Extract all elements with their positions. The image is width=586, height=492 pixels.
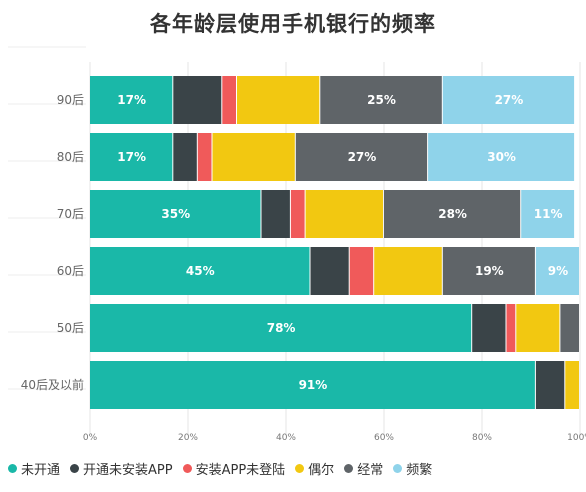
x-tick-label: 60% <box>374 433 394 443</box>
legend-item: 频繁 <box>393 459 432 478</box>
data-label: 19% <box>475 264 504 278</box>
legend-label: 未开通 <box>21 462 61 478</box>
legend-item: 偶尔 <box>295 459 334 478</box>
bar-segment <box>442 76 575 124</box>
x-tick-label: 80% <box>472 433 492 443</box>
category-label: 40后及以前 <box>21 377 84 392</box>
data-label: 17% <box>117 93 146 107</box>
bar-segment <box>290 190 305 238</box>
category-label: 50后 <box>57 321 84 335</box>
data-label: 78% <box>267 321 296 335</box>
bar-segment <box>90 304 472 352</box>
x-tick-label: 20% <box>178 433 198 443</box>
data-label: 9% <box>548 264 568 278</box>
chart-legend: 未开通 开通未安装APP 安装APP未登陆 偶尔 经常 频繁 <box>8 458 586 478</box>
data-label: 28% <box>438 207 467 221</box>
category-label: 60后 <box>57 264 84 278</box>
data-label: 25% <box>367 93 396 107</box>
bar-segment <box>320 76 442 124</box>
legend-label: 经常 <box>357 462 384 478</box>
bar-segment <box>535 247 579 295</box>
chart-title: 各年龄层使用手机银行的频率 <box>150 12 436 36</box>
bar-segment <box>310 247 349 295</box>
bar-segment <box>90 190 261 238</box>
bar-segment <box>521 190 575 238</box>
data-label: 91% <box>299 378 328 392</box>
bar-segment <box>472 304 506 352</box>
legend-swatch <box>344 463 354 473</box>
bar-segment <box>384 190 521 238</box>
data-label: 27% <box>348 150 377 164</box>
category-label: 70后 <box>57 207 84 221</box>
legend-swatch <box>8 463 17 473</box>
legend-label: 偶尔 <box>308 462 335 478</box>
bar-segment <box>374 247 442 295</box>
legend-item: 开通未安装APP <box>70 459 173 478</box>
data-label: 27% <box>495 93 524 107</box>
data-label: 45% <box>186 264 215 278</box>
bar-segment <box>506 304 516 352</box>
bar-segment <box>222 76 236 124</box>
x-tick-label: 40% <box>276 433 296 443</box>
legend-swatch <box>393 463 403 473</box>
legend-item: 未开通 <box>8 459 60 478</box>
bar-segment <box>212 133 295 181</box>
data-label: 17% <box>117 150 146 164</box>
bar-segment <box>565 361 579 409</box>
stacked-bar-chart: 0% 20% 40% 60% 80% 100% 90后 17% 25% 27% 80后 17% 27% 3… <box>8 46 586 443</box>
data-label: 11% <box>534 207 563 221</box>
legend-label: 安装APP未登陆 <box>195 462 286 478</box>
data-label: 30% <box>487 150 516 164</box>
bar-segment <box>173 76 222 124</box>
bar-segment <box>295 133 428 181</box>
legend-item: 安装APP未登陆 <box>182 459 286 478</box>
bar-segment <box>442 247 535 295</box>
legend-swatch <box>70 463 80 473</box>
legend-label: 开通未安装APP <box>83 462 173 478</box>
bar-segment <box>305 190 383 238</box>
bar-segment <box>90 133 173 181</box>
bar-segment <box>428 133 575 181</box>
bar-segment <box>516 304 560 352</box>
bar-segment <box>349 247 374 295</box>
bar-segment <box>90 76 173 124</box>
bar-segment <box>90 247 310 295</box>
bar-segment <box>261 190 290 238</box>
bar-segment <box>237 76 320 124</box>
bar-segment <box>535 361 565 409</box>
data-label: 35% <box>161 207 190 221</box>
legend-label: 频繁 <box>406 462 433 478</box>
category-label: 90后 <box>57 93 84 107</box>
legend-swatch <box>295 463 305 473</box>
bar-segment <box>560 304 579 352</box>
legend-swatch <box>182 463 192 473</box>
x-tick-label: 100% <box>567 433 586 443</box>
x-tick-label: 0% <box>83 433 98 443</box>
bar-segment <box>90 361 535 409</box>
bar-segment <box>197 133 212 181</box>
category-label: 80后 <box>57 150 84 164</box>
legend-item: 经常 <box>344 459 383 478</box>
bar-segment <box>173 133 197 181</box>
